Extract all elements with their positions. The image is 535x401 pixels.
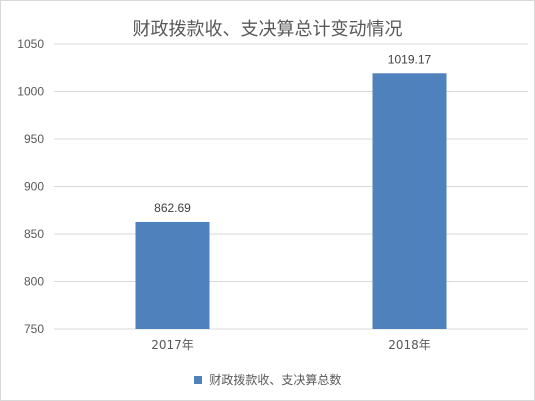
y-tick-label: 800: [24, 275, 44, 289]
y-tick-label: 850: [24, 227, 44, 241]
legend-label: 财政拨款收、支决算总数: [209, 373, 342, 387]
data-label: 862.69: [154, 201, 191, 215]
x-tick-label: 2018年: [388, 338, 431, 352]
y-tick-label: 750: [24, 322, 44, 336]
chart-title: 财政拨款收、支决算总计变动情况: [132, 19, 403, 40]
legend-swatch: [193, 375, 202, 384]
bar: [372, 73, 447, 329]
x-tick-label: 2017年: [151, 338, 194, 352]
y-tick-label: 900: [24, 180, 44, 194]
bar: [135, 221, 210, 329]
y-tick-label: 1050: [17, 37, 44, 51]
y-tick-label: 1000: [17, 85, 44, 99]
data-label: 1019.17: [388, 52, 432, 66]
chart-legend: 财政拨款收、支决算总数: [1, 371, 534, 388]
y-tick-label: 950: [24, 132, 44, 146]
